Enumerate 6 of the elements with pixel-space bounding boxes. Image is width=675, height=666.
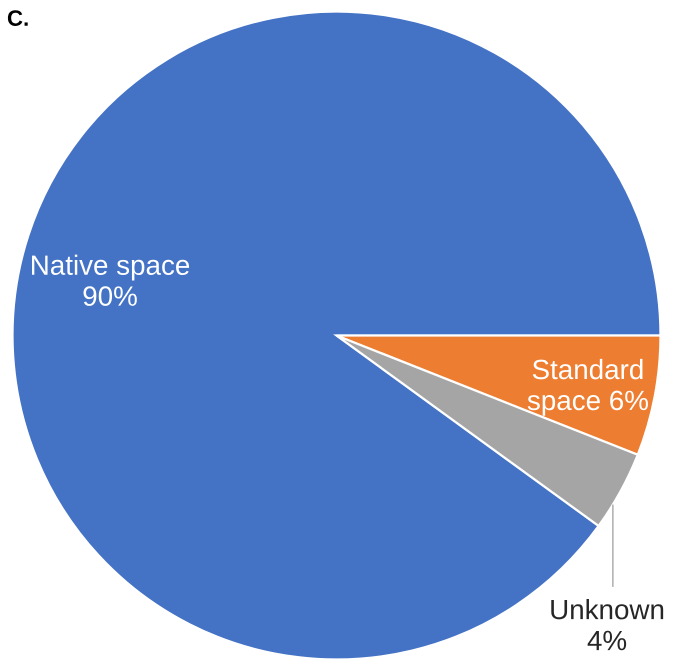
slice-label: Unknown xyxy=(551,599,664,620)
slice-label: Standard space 6% xyxy=(528,358,648,416)
data-label: 4% xyxy=(588,630,626,650)
data-label: 90% xyxy=(84,286,137,306)
slice-label: Native space xyxy=(32,254,190,280)
chart-title: C. xyxy=(8,10,28,26)
